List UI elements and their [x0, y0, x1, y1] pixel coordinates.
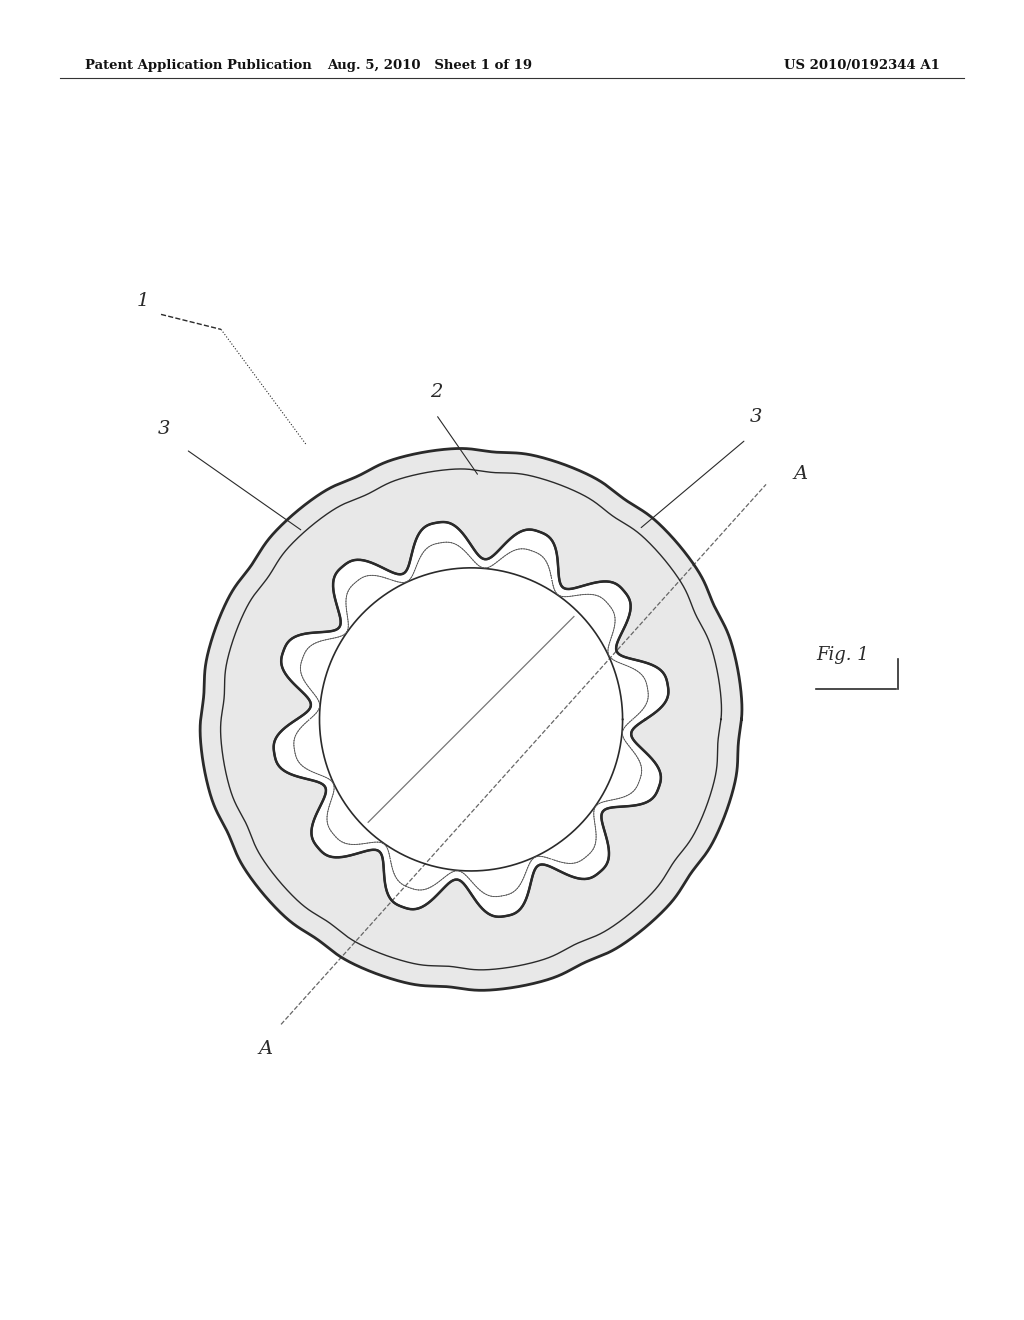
Text: 3: 3	[158, 420, 170, 438]
Text: Patent Application Publication: Patent Application Publication	[85, 59, 311, 73]
Text: US 2010/0192344 A1: US 2010/0192344 A1	[784, 59, 940, 73]
Text: A: A	[259, 1040, 273, 1059]
Text: 3: 3	[750, 408, 762, 426]
Polygon shape	[273, 521, 669, 917]
Text: A: A	[794, 466, 808, 483]
Text: 1: 1	[137, 293, 150, 310]
Polygon shape	[200, 449, 742, 990]
Text: 2: 2	[430, 383, 442, 401]
Polygon shape	[200, 449, 742, 990]
Text: Fig. 1: Fig. 1	[816, 647, 868, 664]
Polygon shape	[319, 568, 623, 871]
Text: Aug. 5, 2010   Sheet 1 of 19: Aug. 5, 2010 Sheet 1 of 19	[328, 59, 532, 73]
